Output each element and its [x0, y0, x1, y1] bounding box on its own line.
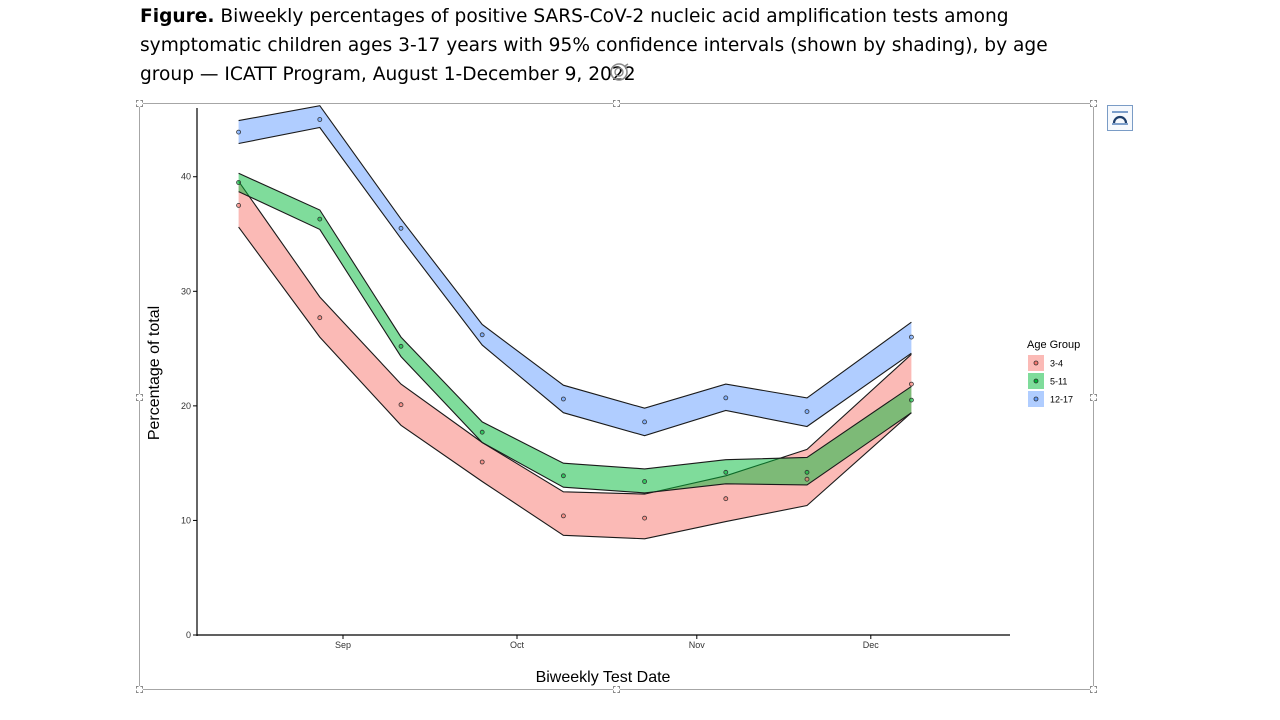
- data-points: [236, 117, 914, 521]
- caption-text: Biweekly percentages of positive SARS-Co…: [140, 6, 1048, 85]
- resize-handle-bottom-right[interactable]: [1090, 686, 1097, 693]
- resize-handle-top-right[interactable]: [1090, 100, 1097, 107]
- chart-axes: [196, 108, 1010, 636]
- resize-handle-middle-right[interactable]: [1090, 394, 1097, 401]
- point-12-17-7: [804, 409, 810, 415]
- band-3-4: [238, 181, 912, 539]
- legend-label-3-4: 3-4: [1050, 359, 1063, 369]
- point-12-17-4: [561, 396, 566, 402]
- x-axis-label: Biweekly Test Date: [536, 669, 671, 686]
- legend: Age Group 3-4 5-11 12-17: [1027, 339, 1080, 407]
- resize-handle-top-left[interactable]: [136, 100, 143, 107]
- y-tick-group: 0 10 20 30 40: [181, 172, 197, 640]
- point-12-17-5: [642, 419, 647, 425]
- rotate-handle-icon[interactable]: [607, 60, 631, 84]
- legend-label-5-11: 5-11: [1050, 377, 1067, 387]
- resize-handle-bottom-middle[interactable]: [613, 686, 620, 693]
- confidence-bands: [238, 105, 912, 540]
- point-3-4-7: [804, 476, 810, 482]
- y-tick-label-30: 30: [181, 286, 191, 296]
- point-5-11-3: [479, 429, 485, 435]
- point-3-4-2: [398, 402, 404, 408]
- point-5-11-2: [398, 343, 404, 349]
- point-12-17-0: [236, 129, 242, 135]
- point-3-4-1: [317, 315, 323, 321]
- figure-caption: Figure. Biweekly percentages of positive…: [140, 2, 1100, 89]
- band-lower-line-12-17: [238, 126, 912, 437]
- point-3-4-3: [479, 459, 485, 465]
- resize-handle-bottom-left[interactable]: [136, 686, 143, 693]
- point-5-11-1: [317, 216, 323, 222]
- layout-options-button[interactable]: [1107, 105, 1133, 131]
- x-tick-label-Dec: Dec: [863, 640, 880, 650]
- x-tick-label-Nov: Nov: [689, 640, 706, 650]
- band-lower-line-3-4: [238, 226, 912, 540]
- band-upper-line-5-11: [238, 172, 912, 470]
- legend-label-12-17: 12-17: [1050, 395, 1073, 405]
- point-12-17-3: [479, 332, 485, 338]
- point-12-17-6: [723, 395, 729, 401]
- resize-handle-top-middle[interactable]: [613, 100, 620, 107]
- legend-point-12-17: [1033, 396, 1039, 402]
- y-tick-label-0: 0: [186, 630, 191, 640]
- point-5-11-7: [804, 469, 810, 475]
- y-tick-label-40: 40: [181, 172, 191, 182]
- band-upper-line-12-17: [238, 105, 912, 409]
- point-5-11-0: [236, 180, 242, 185]
- point-5-11-5: [642, 479, 647, 484]
- y-tick-label-20: 20: [181, 401, 191, 411]
- x-tick-group: Sep Oct Nov Dec: [335, 635, 879, 650]
- point-5-11-6: [723, 469, 729, 475]
- x-tick-label-Sep: Sep: [335, 640, 351, 650]
- legend-point-5-11: [1033, 378, 1039, 384]
- x-tick-label-Oct: Oct: [510, 640, 525, 650]
- point-5-11-8: [909, 397, 914, 403]
- point-12-17-8: [909, 334, 914, 340]
- band-5-11: [238, 173, 912, 493]
- legend-title: Age Group: [1027, 339, 1080, 351]
- point-3-4-0: [236, 202, 242, 208]
- band-lower-line-5-11: [238, 191, 912, 494]
- resize-handle-middle-left[interactable]: [136, 394, 143, 401]
- point-3-4-8: [909, 381, 914, 387]
- point-12-17-2: [398, 225, 404, 231]
- y-axis-label: Percentage of total: [146, 306, 163, 440]
- point-3-4-4: [561, 513, 566, 519]
- caption-lead: Figure.: [140, 6, 215, 27]
- point-12-17-1: [317, 117, 323, 122]
- legend-point-3-4: [1033, 360, 1039, 366]
- y-tick-label-10: 10: [181, 515, 191, 525]
- point-3-4-6: [723, 496, 729, 502]
- layout-options-icon: [1112, 111, 1128, 125]
- point-3-4-5: [642, 515, 647, 521]
- point-5-11-4: [561, 473, 566, 479]
